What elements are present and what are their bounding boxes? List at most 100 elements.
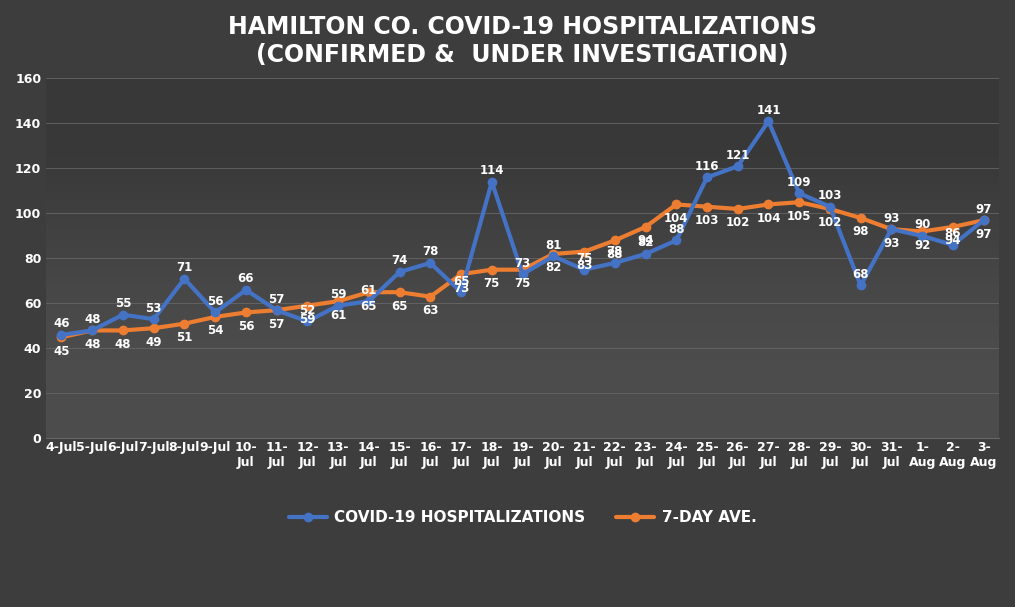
Text: 105: 105 (787, 209, 811, 223)
Legend: COVID-19 HOSPITALIZATIONS, 7-DAY AVE.: COVID-19 HOSPITALIZATIONS, 7-DAY AVE. (282, 504, 762, 532)
7-DAY AVE. (547, 250, 559, 257)
Title: HAMILTON CO. COVID-19 HOSPITALIZATIONS
(CONFIRMED &  UNDER INVESTIGATION): HAMILTON CO. COVID-19 HOSPITALIZATIONS (… (228, 15, 817, 67)
Line: COVID-19 HOSPITALIZATIONS: COVID-19 HOSPITALIZATIONS (57, 117, 988, 339)
Text: 61: 61 (360, 283, 377, 297)
Text: 52: 52 (299, 304, 316, 317)
7-DAY AVE. (824, 205, 836, 212)
7-DAY AVE. (670, 201, 682, 208)
Text: 59: 59 (330, 288, 346, 301)
7-DAY AVE. (56, 333, 68, 341)
7-DAY AVE. (517, 266, 529, 273)
7-DAY AVE. (301, 302, 314, 310)
Text: 53: 53 (145, 302, 161, 314)
COVID-19 HOSPITALIZATIONS (209, 309, 221, 316)
Text: 114: 114 (479, 164, 504, 177)
7-DAY AVE. (332, 297, 344, 305)
Text: 48: 48 (84, 313, 100, 326)
COVID-19 HOSPITALIZATIONS (362, 297, 375, 305)
Text: 55: 55 (115, 297, 131, 310)
COVID-19 HOSPITALIZATIONS (609, 259, 621, 266)
COVID-19 HOSPITALIZATIONS (578, 266, 590, 273)
COVID-19 HOSPITALIZATIONS (86, 327, 98, 334)
COVID-19 HOSPITALIZATIONS (455, 288, 467, 296)
COVID-19 HOSPITALIZATIONS (793, 189, 805, 197)
COVID-19 HOSPITALIZATIONS (517, 271, 529, 278)
Text: 98: 98 (853, 225, 869, 239)
Text: 121: 121 (726, 149, 750, 161)
7-DAY AVE. (486, 266, 498, 273)
Text: 45: 45 (53, 345, 70, 358)
Text: 61: 61 (330, 308, 346, 322)
7-DAY AVE. (240, 309, 252, 316)
Text: 75: 75 (576, 252, 592, 265)
7-DAY AVE. (947, 223, 959, 231)
Text: 65: 65 (453, 274, 469, 288)
COVID-19 HOSPITALIZATIONS (179, 275, 191, 282)
7-DAY AVE. (147, 325, 159, 332)
COVID-19 HOSPITALIZATIONS (762, 118, 774, 125)
Text: 68: 68 (853, 268, 869, 281)
COVID-19 HOSPITALIZATIONS (701, 174, 714, 181)
COVID-19 HOSPITALIZATIONS (885, 226, 897, 233)
Text: 46: 46 (53, 317, 70, 330)
Text: 57: 57 (268, 317, 285, 331)
7-DAY AVE. (455, 271, 467, 278)
Text: 74: 74 (392, 254, 408, 267)
Text: 75: 75 (515, 277, 531, 290)
Text: 57: 57 (268, 293, 285, 305)
Line: 7-DAY AVE.: 7-DAY AVE. (57, 198, 988, 341)
Text: 48: 48 (84, 338, 100, 351)
Text: 116: 116 (694, 160, 720, 173)
7-DAY AVE. (609, 237, 621, 244)
Text: 78: 78 (607, 245, 623, 259)
Text: 90: 90 (914, 219, 931, 231)
Text: 97: 97 (975, 228, 992, 240)
7-DAY AVE. (394, 288, 406, 296)
Text: 93: 93 (883, 212, 899, 225)
COVID-19 HOSPITALIZATIONS (639, 250, 652, 257)
COVID-19 HOSPITALIZATIONS (424, 259, 436, 266)
COVID-19 HOSPITALIZATIONS (117, 311, 129, 318)
7-DAY AVE. (117, 327, 129, 334)
Text: 94: 94 (637, 234, 654, 247)
Text: 104: 104 (664, 212, 688, 225)
Text: 103: 103 (818, 189, 842, 202)
7-DAY AVE. (271, 307, 283, 314)
7-DAY AVE. (793, 198, 805, 206)
COVID-19 HOSPITALIZATIONS (824, 203, 836, 211)
Text: 102: 102 (726, 216, 750, 229)
7-DAY AVE. (578, 248, 590, 256)
7-DAY AVE. (701, 203, 714, 211)
7-DAY AVE. (732, 205, 744, 212)
COVID-19 HOSPITALIZATIONS (855, 282, 867, 289)
Text: 51: 51 (177, 331, 193, 344)
Text: 97: 97 (975, 203, 992, 215)
Text: 82: 82 (545, 262, 561, 274)
Text: 56: 56 (238, 320, 254, 333)
Text: 54: 54 (207, 324, 223, 337)
COVID-19 HOSPITALIZATIONS (394, 268, 406, 276)
Text: 86: 86 (945, 228, 961, 240)
Text: 81: 81 (545, 239, 561, 251)
Text: 73: 73 (453, 282, 469, 294)
Text: 104: 104 (756, 212, 781, 225)
COVID-19 HOSPITALIZATIONS (56, 331, 68, 339)
Text: 59: 59 (299, 313, 316, 326)
COVID-19 HOSPITALIZATIONS (240, 287, 252, 294)
COVID-19 HOSPITALIZATIONS (670, 237, 682, 244)
Text: 73: 73 (515, 257, 531, 270)
COVID-19 HOSPITALIZATIONS (732, 163, 744, 170)
COVID-19 HOSPITALIZATIONS (271, 307, 283, 314)
Text: 65: 65 (392, 300, 408, 313)
Text: 82: 82 (637, 236, 654, 249)
Text: 94: 94 (945, 234, 961, 247)
COVID-19 HOSPITALIZATIONS (486, 178, 498, 186)
7-DAY AVE. (639, 223, 652, 231)
7-DAY AVE. (885, 226, 897, 233)
Text: 78: 78 (422, 245, 438, 259)
Text: 141: 141 (756, 104, 781, 117)
Text: 48: 48 (115, 338, 131, 351)
COVID-19 HOSPITALIZATIONS (332, 302, 344, 310)
7-DAY AVE. (362, 288, 375, 296)
Text: 71: 71 (177, 261, 193, 274)
